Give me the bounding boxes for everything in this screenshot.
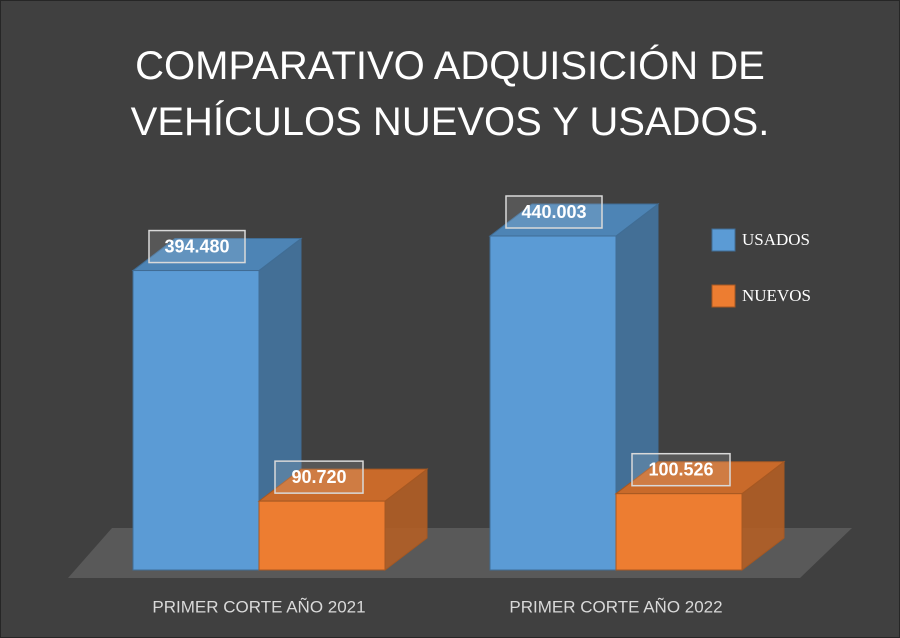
legend-swatch <box>711 284 736 308</box>
value-label-box <box>148 229 246 264</box>
chart-title: COMPARATIVO ADQUISICIÓN DE VEHÍCULOS NUE… <box>130 44 770 144</box>
value-label-box <box>505 195 603 229</box>
bar-front <box>615 493 743 571</box>
value-label-box <box>274 460 364 494</box>
bar-front <box>132 270 260 571</box>
x-tick-label: PRIMER CORTE AÑO 2022 <box>509 597 722 616</box>
legend-swatch <box>711 228 736 252</box>
value-label: 394.480 <box>164 236 229 256</box>
legend-label: USADOS <box>742 230 810 249</box>
x-tick-label: PRIMER CORTE AÑO 2021 <box>152 597 365 616</box>
value-label: 440.003 <box>521 202 586 222</box>
bar <box>131 237 303 572</box>
bar-front <box>489 235 617 571</box>
legend-label: NUEVOS <box>742 286 811 305</box>
value-label-box <box>631 452 731 487</box>
bar <box>257 468 429 572</box>
bar-front <box>258 500 386 571</box>
value-label: 90.720 <box>291 467 346 487</box>
value-label: 100.526 <box>648 459 713 479</box>
